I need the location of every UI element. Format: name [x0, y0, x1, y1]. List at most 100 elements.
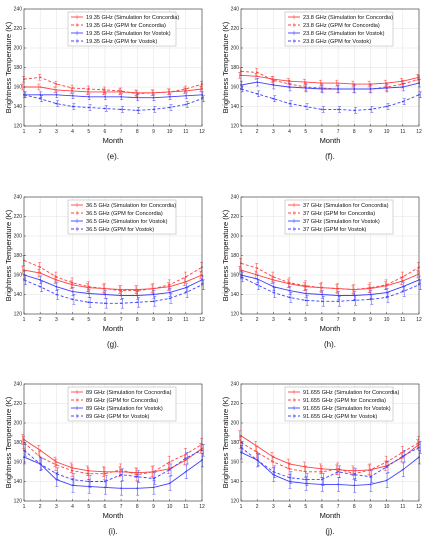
legend-entry: 37 GHz (GPM for Concordia) — [303, 211, 375, 217]
data-point — [369, 286, 372, 289]
data-point — [184, 103, 187, 106]
legend-entry: 37 GHz (Simulation for Vostok) — [303, 219, 380, 225]
data-point — [71, 469, 74, 472]
x-tick-label: 6 — [104, 129, 107, 135]
series-line-1 — [240, 442, 420, 475]
data-point — [87, 480, 90, 483]
data-point — [87, 292, 90, 295]
y-tick-label: 120 — [14, 312, 23, 318]
data-point — [321, 108, 323, 111]
x-tick-label: 1 — [240, 504, 243, 510]
legend-entry: 36.5 GHz (Simulation for Concordia) — [86, 203, 176, 209]
series-line-3 — [240, 447, 420, 481]
x-tick-label: 9 — [369, 504, 372, 510]
legend-entry: 19.35 GHz (GPM for Vostok) — [86, 39, 157, 45]
data-point — [168, 106, 171, 109]
data-point — [152, 293, 155, 296]
series-line-2 — [24, 94, 203, 99]
data-point — [256, 283, 259, 286]
x-tick-label: 4 — [71, 504, 74, 510]
data-point — [288, 480, 291, 483]
data-point — [304, 87, 307, 89]
data-point — [136, 473, 139, 476]
legend-entry: 91.655 GHz (Simulation for Vostok) — [303, 406, 391, 412]
data-point — [184, 453, 187, 456]
data-point — [304, 482, 307, 485]
data-point — [136, 475, 139, 478]
data-point — [337, 470, 339, 473]
x-tick-label: 1 — [23, 504, 26, 510]
panel-caption: (f). — [325, 152, 335, 161]
x-tick-label: 3 — [272, 504, 275, 510]
legend-entry: 37 GHz (Simulation for Concordia) — [303, 203, 389, 209]
x-tick-label: 2 — [256, 504, 259, 510]
data-point — [184, 291, 187, 294]
legend-entry: 37 GHz (GPM for Vostok) — [303, 227, 367, 233]
series-line-0 — [240, 435, 420, 472]
panel-caption: (e). — [107, 152, 119, 161]
data-point — [256, 267, 259, 270]
data-point — [152, 486, 155, 489]
data-point — [401, 468, 404, 471]
series-line-3 — [240, 88, 420, 111]
data-point — [385, 296, 388, 299]
data-point — [337, 287, 339, 290]
series-line-1 — [240, 262, 420, 291]
legend-box — [284, 11, 394, 47]
data-point — [104, 95, 106, 98]
series-3 — [23, 444, 205, 488]
series-1 — [22, 74, 204, 97]
x-tick-label: 7 — [337, 504, 340, 510]
series-line-0 — [240, 269, 420, 291]
x-tick-label: 10 — [167, 129, 173, 135]
series-line-2 — [23, 456, 203, 489]
data-point — [272, 276, 275, 278]
legend-box — [284, 386, 394, 422]
y-axis-label: Brightness Temperature (K) — [4, 209, 13, 301]
data-point — [168, 95, 171, 98]
data-point — [152, 287, 155, 290]
x-tick-label: 1 — [23, 129, 26, 135]
data-point — [337, 82, 339, 84]
y-tick-label: 120 — [231, 499, 240, 505]
y-tick-label: 160 — [231, 460, 240, 466]
data-point — [104, 293, 106, 296]
data-point — [272, 79, 275, 82]
data-point — [288, 289, 291, 292]
legend: 23.8 GHz (Simulation for Concordia) 23.8 … — [284, 11, 394, 47]
data-point — [168, 461, 171, 463]
y-tick-label: 220 — [231, 401, 240, 407]
data-point — [304, 81, 307, 84]
x-tick-label: 7 — [337, 317, 340, 323]
y-tick-label: 220 — [14, 26, 23, 32]
y-tick-label: 220 — [231, 26, 240, 32]
data-point — [184, 88, 187, 90]
data-point — [168, 297, 171, 300]
data-point — [39, 266, 42, 269]
data-point — [321, 478, 323, 481]
data-point — [152, 470, 155, 473]
data-point — [104, 302, 106, 305]
y-tick-label: 120 — [14, 499, 23, 505]
data-point — [39, 449, 42, 452]
data-point — [39, 76, 42, 79]
series-line-3 — [23, 449, 203, 482]
data-point — [39, 285, 42, 288]
data-point — [71, 478, 74, 481]
y-tick-label: 200 — [14, 46, 23, 52]
series-line-2 — [23, 274, 203, 296]
x-tick-label: 2 — [256, 129, 259, 135]
y-tick-label: 140 — [231, 104, 240, 110]
data-point — [401, 276, 404, 278]
y-tick-label: 120 — [231, 312, 240, 318]
x-tick-label: 12 — [199, 129, 205, 135]
panel-caption: (i). — [108, 527, 117, 536]
data-point — [304, 470, 307, 473]
x-tick-label: 8 — [136, 504, 139, 510]
data-point — [353, 88, 356, 90]
legend: 36.5 GHz (Simulation for Concordia) 36.5 … — [67, 199, 176, 235]
data-point — [321, 470, 323, 473]
legend-entry: 89 GHz (Simulation for Vostok) — [86, 406, 163, 412]
data-point — [385, 87, 388, 89]
legend-entry: 23.8 GHz (GPM for Vostok) — [303, 39, 371, 45]
